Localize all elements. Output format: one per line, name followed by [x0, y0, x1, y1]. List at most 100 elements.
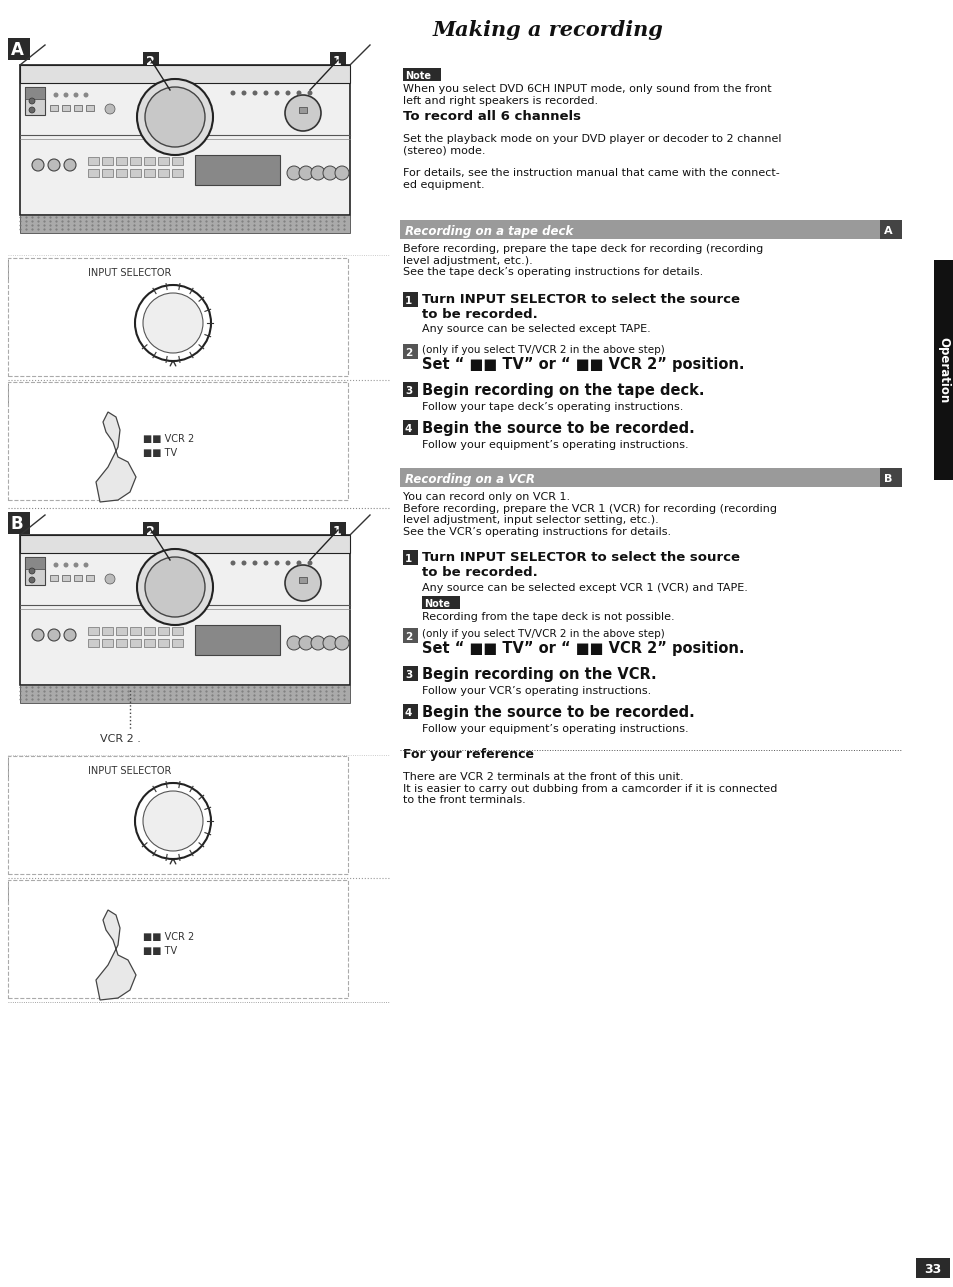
Text: Follow your equipment’s operating instructions.: Follow your equipment’s operating instru…: [421, 725, 688, 734]
Text: ■■ VCR 2: ■■ VCR 2: [143, 434, 194, 444]
Text: Recording on a VCR: Recording on a VCR: [405, 474, 535, 486]
Text: Operation: Operation: [937, 337, 949, 403]
Bar: [116, 640, 127, 647]
Text: B: B: [11, 515, 24, 533]
Text: INPUT SELECTOR: INPUT SELECTOR: [88, 766, 172, 776]
Text: 1: 1: [333, 525, 341, 538]
Circle shape: [64, 629, 76, 641]
Bar: [25, 557, 45, 569]
Bar: [116, 169, 127, 178]
Circle shape: [135, 284, 211, 360]
Text: 2: 2: [405, 632, 412, 642]
Text: 1: 1: [11, 263, 23, 281]
Text: 2: 2: [146, 525, 154, 538]
Bar: [143, 51, 159, 68]
Circle shape: [29, 98, 35, 104]
Bar: [8, 382, 348, 501]
Text: Follow your tape deck’s operating instructions.: Follow your tape deck’s operating instru…: [421, 402, 682, 412]
Circle shape: [263, 90, 268, 95]
Bar: [879, 468, 901, 486]
Bar: [402, 704, 417, 719]
Bar: [399, 468, 901, 486]
Circle shape: [73, 562, 78, 568]
Text: B: B: [883, 474, 891, 484]
Bar: [402, 665, 417, 681]
Circle shape: [48, 160, 60, 171]
Bar: [20, 535, 350, 553]
Bar: [144, 627, 154, 634]
Bar: [25, 557, 45, 586]
Circle shape: [298, 636, 313, 650]
Text: 4: 4: [405, 423, 412, 434]
Text: Any source can be selected except VCR 1 (VCR) and TAPE.: Any source can be selected except VCR 1 …: [421, 583, 747, 593]
Bar: [116, 627, 127, 634]
Text: For your reference: For your reference: [402, 748, 534, 761]
Bar: [194, 154, 280, 185]
Bar: [402, 550, 417, 565]
Text: Before recording, prepare the tape deck for recording (recording
level adjustmen: Before recording, prepare the tape deck …: [402, 245, 762, 277]
Circle shape: [323, 636, 336, 650]
Bar: [330, 51, 346, 68]
Bar: [130, 640, 141, 647]
Bar: [8, 257, 348, 376]
Bar: [62, 575, 70, 580]
Circle shape: [287, 636, 301, 650]
Circle shape: [137, 79, 213, 154]
Circle shape: [287, 166, 301, 180]
Circle shape: [143, 293, 203, 353]
Circle shape: [231, 561, 235, 565]
Circle shape: [29, 568, 35, 574]
Circle shape: [307, 561, 313, 565]
Circle shape: [32, 160, 44, 171]
Bar: [915, 1257, 949, 1278]
Bar: [194, 625, 280, 655]
Bar: [158, 627, 169, 634]
Bar: [62, 106, 70, 111]
Circle shape: [311, 636, 325, 650]
Bar: [298, 107, 307, 113]
Circle shape: [53, 562, 58, 568]
Bar: [74, 106, 82, 111]
Bar: [402, 420, 417, 435]
Bar: [172, 640, 183, 647]
Text: 3: 3: [405, 671, 412, 680]
Circle shape: [285, 561, 291, 565]
Bar: [130, 169, 141, 178]
Circle shape: [285, 565, 320, 601]
Circle shape: [241, 90, 246, 95]
Text: 4: 4: [405, 708, 412, 718]
Polygon shape: [96, 412, 136, 502]
Circle shape: [73, 93, 78, 98]
Bar: [421, 596, 459, 609]
Circle shape: [253, 90, 257, 95]
Bar: [158, 157, 169, 165]
Bar: [172, 169, 183, 178]
Circle shape: [335, 166, 349, 180]
Text: ■■ TV: ■■ TV: [143, 448, 177, 458]
Bar: [8, 512, 30, 534]
Bar: [172, 627, 183, 634]
Text: 2: 2: [146, 55, 154, 68]
Circle shape: [64, 562, 69, 568]
Text: 2: 2: [11, 885, 23, 903]
Bar: [172, 157, 183, 165]
Bar: [8, 260, 30, 282]
Bar: [20, 215, 350, 233]
Circle shape: [263, 561, 268, 565]
Bar: [399, 220, 901, 239]
Circle shape: [335, 636, 349, 650]
Bar: [88, 640, 99, 647]
Bar: [330, 523, 346, 538]
Bar: [402, 292, 417, 308]
Text: For details, see the instruction manual that came with the connect-
ed equipment: For details, see the instruction manual …: [402, 169, 779, 189]
Circle shape: [29, 577, 35, 583]
Bar: [86, 106, 94, 111]
Text: Turn INPUT SELECTOR to select the source
to be recorded.: Turn INPUT SELECTOR to select the source…: [421, 293, 740, 320]
Circle shape: [105, 574, 115, 584]
Polygon shape: [96, 910, 136, 1000]
Circle shape: [145, 557, 205, 616]
Bar: [402, 344, 417, 359]
Text: VCR 2 .: VCR 2 .: [100, 734, 141, 744]
Bar: [933, 260, 953, 480]
Bar: [102, 157, 112, 165]
